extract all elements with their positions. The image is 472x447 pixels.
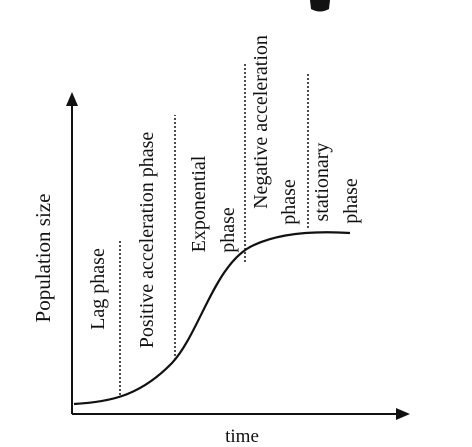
growth-curve bbox=[73, 231, 351, 406]
phase-label-negative-acceleration-line1: Negative acceleration bbox=[250, 35, 272, 209]
phase-label-lag: Lag phase bbox=[87, 248, 109, 330]
y-axis-label: Population size bbox=[31, 194, 55, 323]
cropped-top-text-fragment bbox=[310, 0, 330, 12]
phase-label-positive-acceleration: Positive acceleration phase bbox=[136, 132, 158, 349]
x-axis-arrowhead bbox=[396, 408, 410, 420]
phase-label-exponential-line1: Exponential bbox=[188, 155, 210, 252]
phase-label-exponential-line2: phase bbox=[217, 207, 239, 253]
phase-label-stationary-line1: stationary bbox=[311, 143, 333, 222]
phase-label-stationary-line2: phase bbox=[340, 178, 362, 224]
y-axis-arrowhead bbox=[66, 92, 78, 106]
x-axis-label: time bbox=[225, 426, 259, 447]
phase-label-negative-acceleration-line2: phase bbox=[278, 179, 300, 225]
